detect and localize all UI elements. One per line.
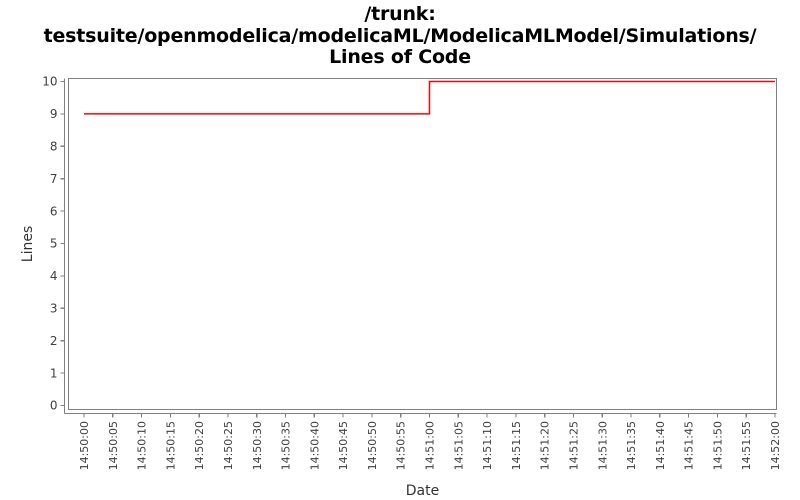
x-tick-label: 14:50:00 bbox=[78, 421, 91, 470]
y-tick-label: 9 bbox=[50, 107, 58, 121]
y-tick-label: 8 bbox=[50, 140, 58, 154]
y-axis-title: Lines bbox=[20, 226, 36, 262]
y-tick-label: 6 bbox=[50, 204, 58, 218]
chart-title-line-1: /trunk: bbox=[364, 3, 436, 25]
x-tick-label: 14:50:45 bbox=[337, 421, 350, 470]
y-tick-label: 0 bbox=[50, 399, 58, 413]
chart-title-line-2: testsuite/openmodelica/modelicaML/Modeli… bbox=[43, 24, 757, 47]
x-tick-label: 14:50:25 bbox=[222, 421, 235, 470]
x-tick-label: 14:50:35 bbox=[280, 421, 293, 470]
x-tick-label: 14:50:15 bbox=[164, 421, 177, 470]
series-line-lines-of-code bbox=[84, 80, 775, 115]
y-tick-label: 1 bbox=[50, 366, 58, 380]
chart-title-line-3: Lines of Code bbox=[329, 46, 471, 68]
x-tick-label: 14:51:25 bbox=[567, 421, 580, 470]
x-tick-label: 14:51:35 bbox=[625, 421, 638, 470]
x-tick-label: 14:50:30 bbox=[251, 421, 264, 470]
y-tick-label: 3 bbox=[50, 302, 58, 316]
y-tick-label: 5 bbox=[50, 237, 58, 251]
x-tick-label: 14:51:05 bbox=[452, 421, 465, 470]
y-tick-label: 7 bbox=[50, 172, 58, 186]
x-tick-label: 14:51:20 bbox=[539, 421, 552, 470]
y-tick-label: 10 bbox=[42, 75, 57, 89]
x-tick-label: 14:50:50 bbox=[366, 421, 379, 470]
x-tick-label: 14:51:40 bbox=[654, 421, 667, 470]
x-tick-label: 14:51:50 bbox=[711, 421, 724, 470]
chart-title: /trunk: testsuite/openmodelica/modelicaM… bbox=[0, 3, 800, 69]
x-tick-label: 14:50:40 bbox=[308, 421, 321, 470]
x-tick-label: 14:50:20 bbox=[193, 421, 206, 470]
x-tick-label: 14:52:00 bbox=[769, 421, 782, 470]
y-tick-label: 4 bbox=[50, 269, 58, 283]
x-tick-label: 14:51:10 bbox=[481, 421, 494, 470]
y-tick-label: 2 bbox=[50, 334, 58, 348]
x-tick-label: 14:51:45 bbox=[683, 421, 696, 470]
x-tick-label: 14:51:00 bbox=[424, 421, 437, 470]
plot-border bbox=[67, 77, 778, 411]
x-tick-label: 14:51:55 bbox=[740, 421, 753, 470]
x-tick-label: 14:51:15 bbox=[510, 421, 523, 470]
x-tick-label: 14:50:10 bbox=[136, 421, 149, 470]
x-axis-title: Date bbox=[406, 483, 439, 499]
x-tick-label: 14:50:05 bbox=[107, 421, 120, 470]
x-tick-label: 14:50:55 bbox=[395, 421, 408, 470]
x-tick-label: 14:51:30 bbox=[596, 421, 609, 470]
